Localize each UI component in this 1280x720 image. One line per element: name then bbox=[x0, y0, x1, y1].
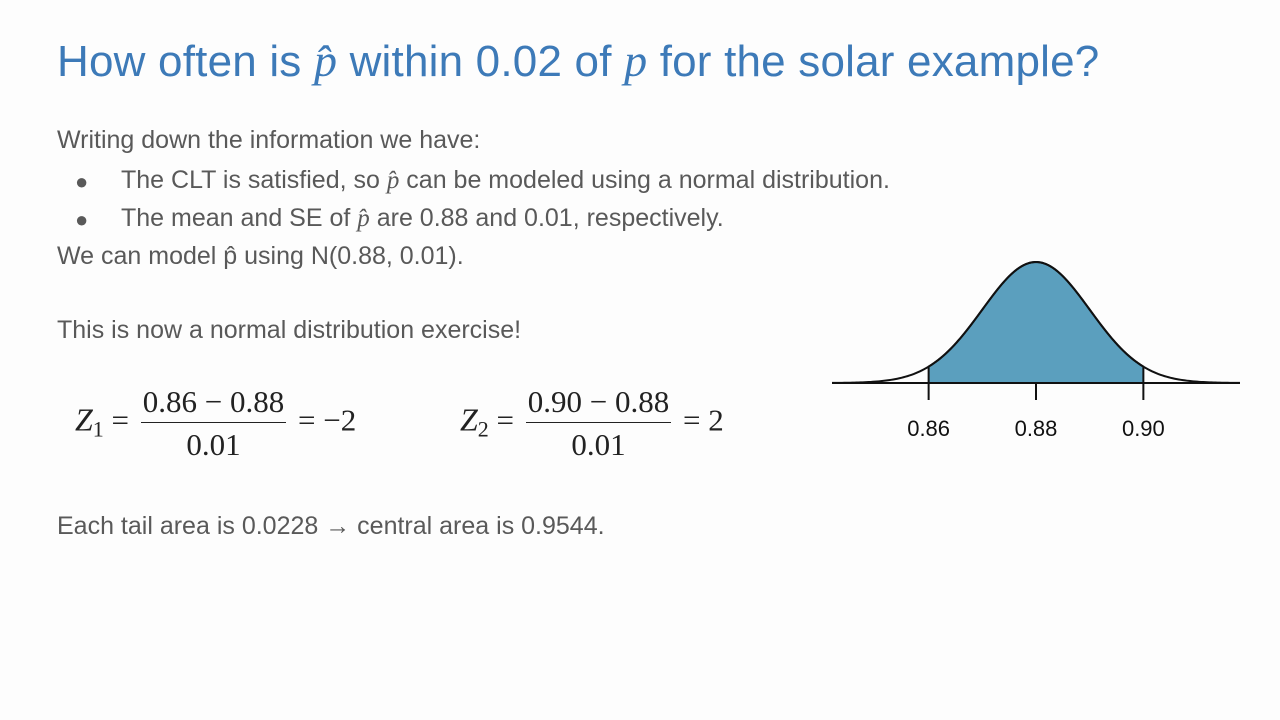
z2-var: Z bbox=[460, 401, 478, 438]
z2-equals: = bbox=[496, 402, 522, 438]
intro-text: Writing down the information we have: bbox=[57, 126, 481, 154]
bullet-marker-2: ● bbox=[75, 207, 89, 232]
title-part-1: How often is bbox=[57, 37, 314, 86]
normal-curve bbox=[831, 260, 1241, 384]
bullet-1-symbol: p̂ bbox=[386, 167, 400, 194]
z1-var: Z bbox=[75, 401, 93, 438]
slide-title: How often is p̂ within 0.02 of p for the… bbox=[57, 34, 1099, 87]
bullet-2-post: are 0.88 and 0.01, respectively. bbox=[369, 204, 724, 232]
bullet-marker-1: ● bbox=[75, 169, 89, 194]
title-part-3: for the solar example? bbox=[647, 37, 1100, 86]
equation-z2: Z2 = 0.90 − 0.88 0.01 = 2 bbox=[460, 384, 724, 463]
equation-z1: Z1 = 0.86 − 0.88 0.01 = −2 bbox=[75, 384, 356, 463]
z2-denominator: 0.01 bbox=[571, 427, 626, 462]
tick-marks: 0.86 0.88 0.90 bbox=[907, 383, 1165, 441]
tick-label: 0.86 bbox=[907, 416, 950, 441]
exercise-line: This is now a normal distribution exerci… bbox=[57, 316, 522, 344]
bullet-1-pre: The CLT is satisfied, so bbox=[121, 166, 387, 194]
z2-numerator: 0.90 − 0.88 bbox=[525, 384, 672, 423]
z1-denominator: 0.01 bbox=[186, 427, 241, 462]
z2-fraction: 0.90 − 0.88 0.01 bbox=[525, 384, 672, 463]
bullet-2-pre: The mean and SE of bbox=[121, 204, 358, 232]
bullet-1-post: can be modeled using a normal distributi… bbox=[399, 166, 890, 194]
tick-label: 0.90 bbox=[1122, 416, 1165, 441]
z1-sub: 1 bbox=[92, 416, 104, 442]
z1-equals-2: = bbox=[298, 402, 324, 438]
title-part-2: within 0.02 of bbox=[337, 37, 625, 86]
model-line: We can model p̂ using N(0.88, 0.01). bbox=[57, 242, 464, 270]
z1-fraction: 0.86 − 0.88 0.01 bbox=[140, 384, 287, 463]
z1-equals: = bbox=[111, 402, 137, 438]
conclusion-text: Each tail area is 0.0228 → central area … bbox=[57, 512, 605, 540]
bullet-item-1: The CLT is satisfied, so p̂ can be model… bbox=[121, 166, 890, 195]
title-p-hat: p̂ bbox=[313, 35, 338, 86]
z2-sub: 2 bbox=[477, 416, 489, 442]
z2-equals-2: = bbox=[683, 402, 709, 438]
title-p: p bbox=[624, 35, 648, 86]
bullet-item-2: The mean and SE of p̂ are 0.88 and 0.01,… bbox=[121, 204, 724, 233]
tick-label: 0.88 bbox=[1015, 416, 1058, 441]
z1-numerator: 0.86 − 0.88 bbox=[140, 384, 287, 423]
shaded-central-area bbox=[927, 260, 1145, 384]
z2-result: 2 bbox=[708, 402, 724, 438]
bullet-2-symbol: p̂ bbox=[357, 205, 370, 232]
z1-result: −2 bbox=[323, 402, 357, 438]
